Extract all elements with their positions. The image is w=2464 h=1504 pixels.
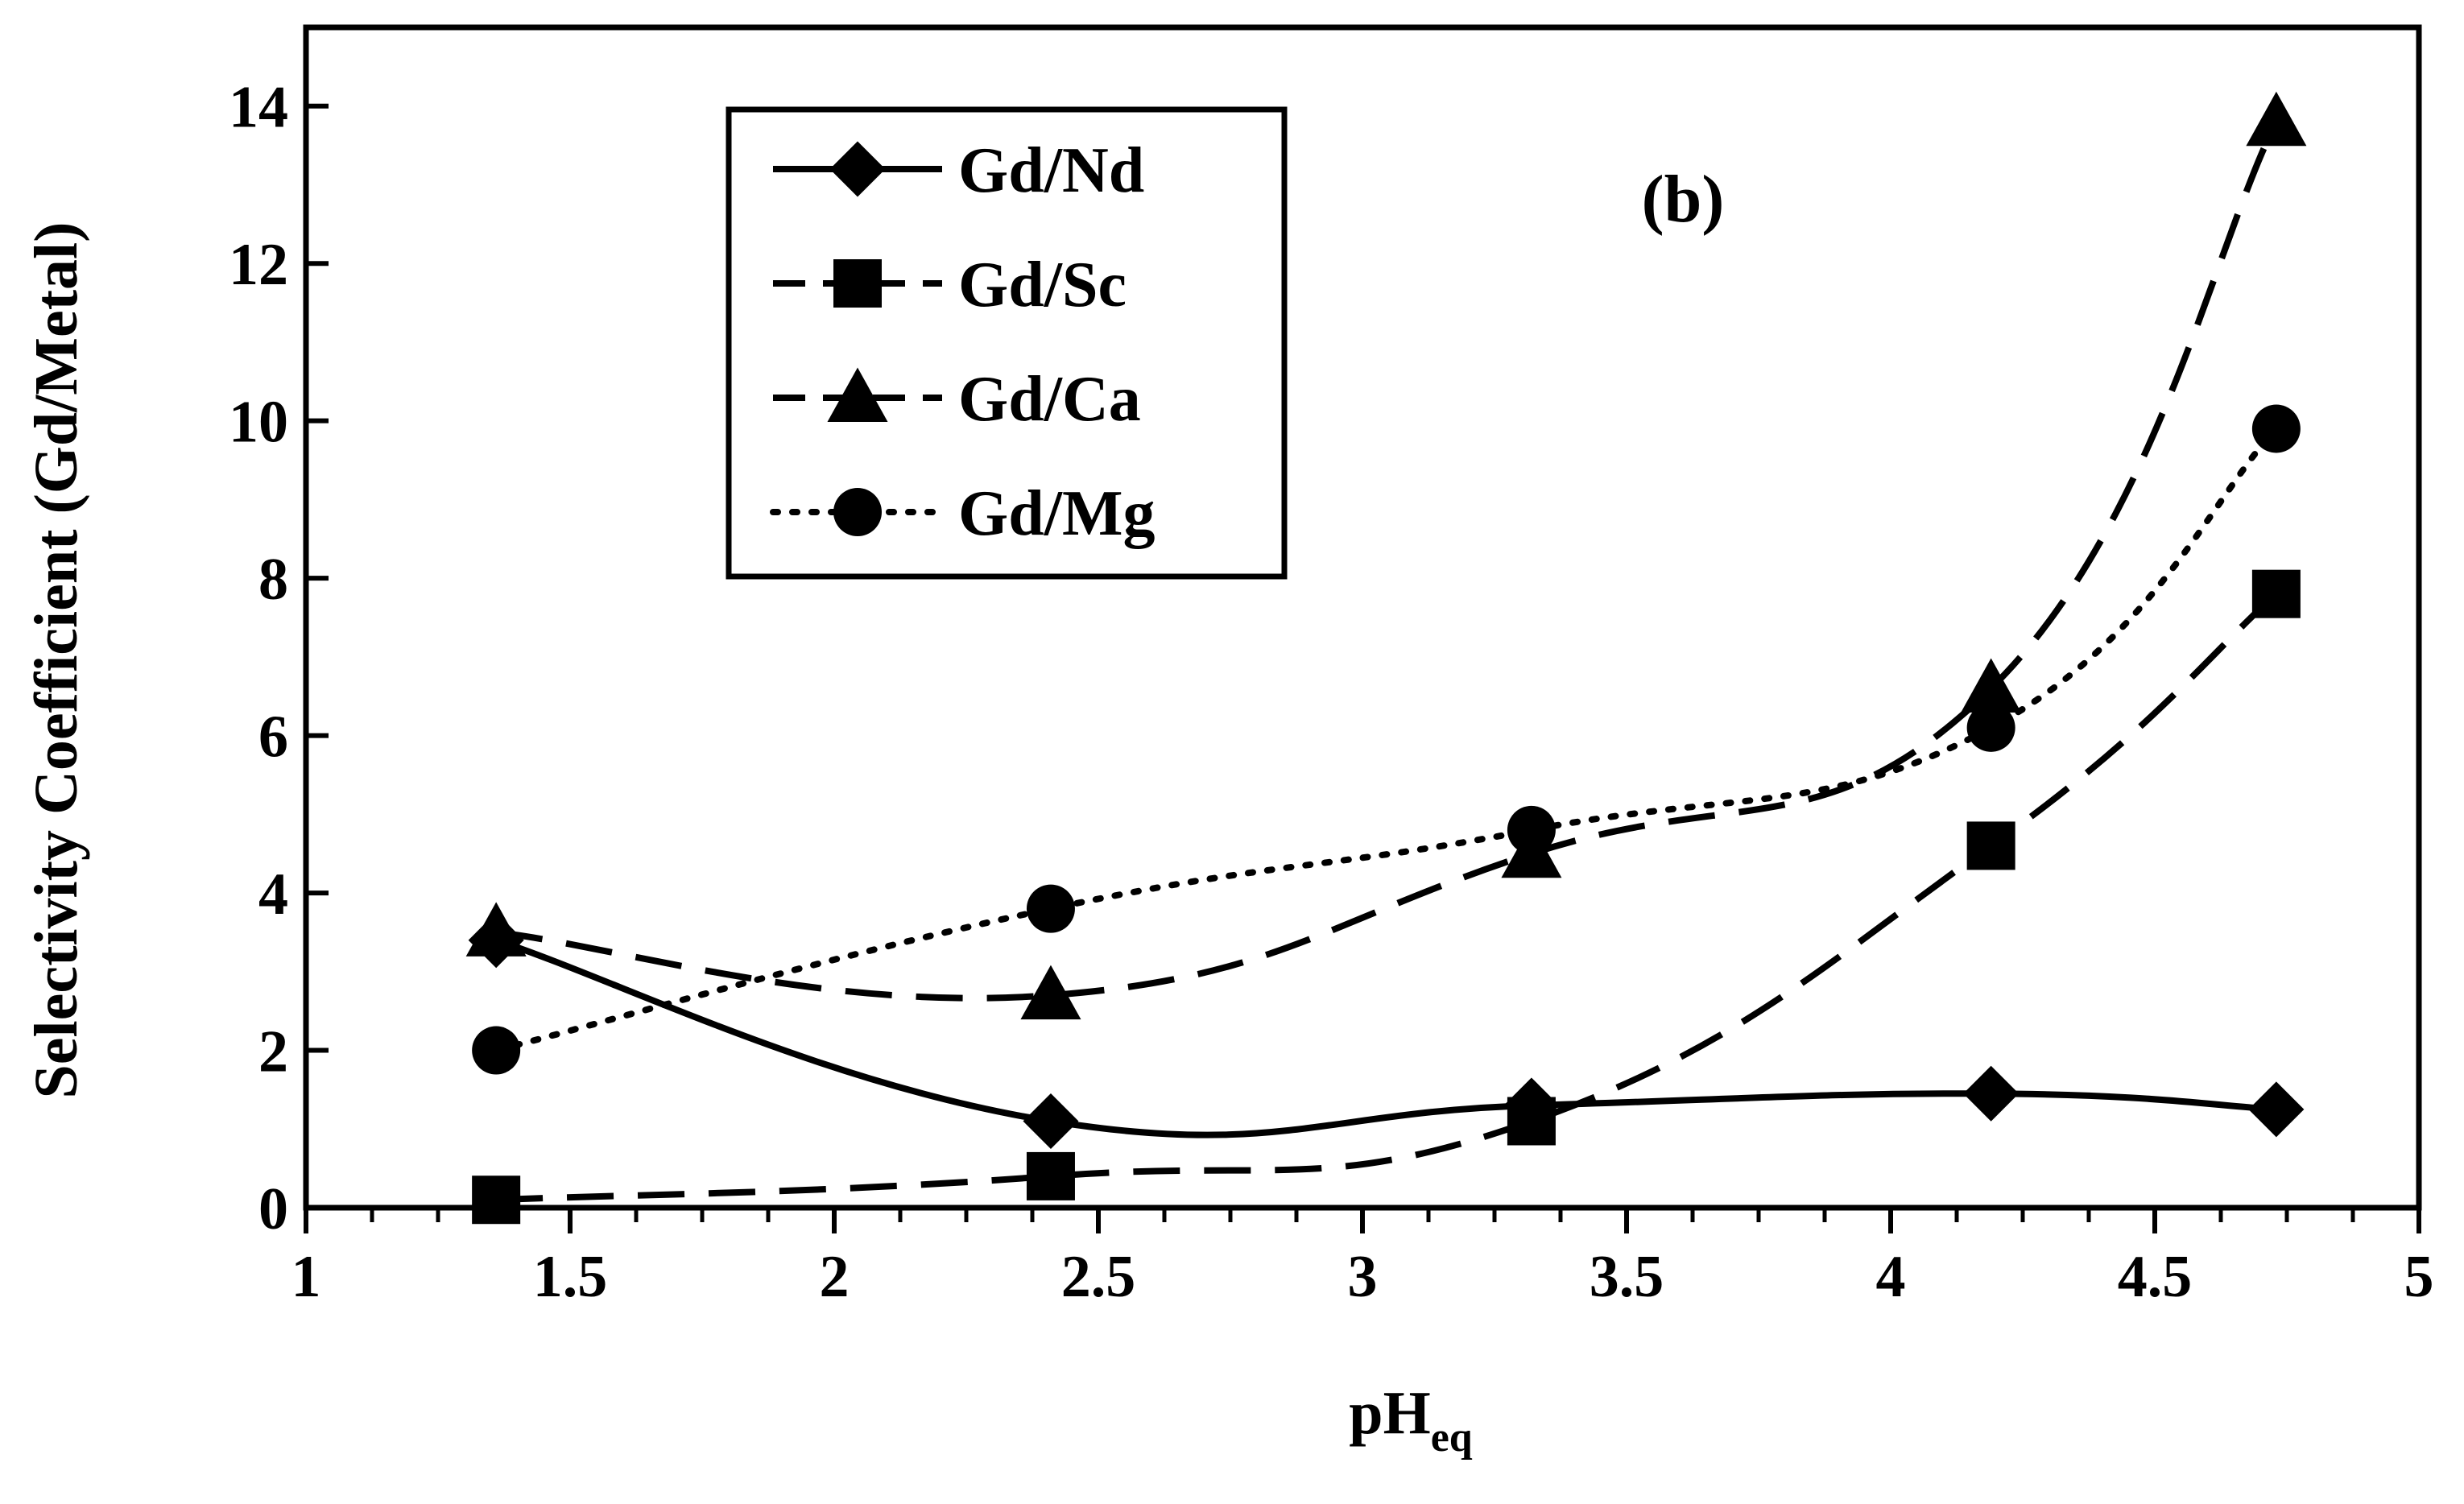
point-gd-mg [1026,884,1075,933]
y-tick-label: 0 [258,1176,288,1242]
x-axis-title-main: pH [1349,1379,1430,1447]
panel-label: (b) [1642,162,1725,237]
x-tick-label: 3 [1348,1244,1378,1310]
point-gd-nd [1963,1065,2020,1122]
x-tick-label: 2.5 [1061,1244,1136,1310]
x-axis-title: pHeq [1349,1379,1472,1461]
point-gd-mg [1966,703,2015,752]
plot-frame [303,24,2422,1211]
series-line-gd-sc [495,591,2279,1204]
point-gd-mg [472,1026,521,1075]
legend-label-gd-ca: Gd/Ca [958,364,1141,435]
legend-label-gd-mg: Gd/Mg [958,478,1155,549]
x-tick-label: 1 [291,1244,321,1310]
x-tick-label: 2 [820,1244,850,1310]
x-tick-label: 1.5 [533,1244,608,1310]
y-tick-label: 12 [229,232,288,298]
point-gd-ca [1020,965,1081,1020]
y-axis-title: Selectivity Coefficient (Gd/Metal) [23,222,90,1099]
legend-label-gd-nd: Gd/Nd [958,135,1144,206]
x-axis-title-subscript: eq [1431,1415,1473,1461]
y-tick-label: 14 [229,75,288,141]
y-tick-label: 8 [258,547,288,613]
legend-label-gd-sc: Gd/Sc [958,250,1127,320]
point-gd-sc [1507,1097,1556,1146]
x-axis: 1 1.5 2 2.5 3 3.5 4 4.5 5 [291,1208,2434,1310]
point-gd-sc [472,1176,521,1225]
point-gd-ca [465,902,527,957]
series-markers [465,91,2307,1225]
point-gd-nd [2248,1081,2305,1138]
point-gd-sc [1966,821,2015,870]
legend: Gd/Nd Gd/Sc Gd/Ca Gd/Mg [726,106,1288,580]
y-tick-label: 2 [258,1019,288,1085]
x-tick-label: 4 [1876,1244,1906,1310]
legend-entries: Gd/Nd Gd/Sc Gd/Ca Gd/Mg [770,135,1155,549]
y-tick-label: 4 [258,861,288,928]
point-gd-mg [2251,404,2301,453]
y-axis: 0 2 4 6 8 10 12 14 [229,75,329,1242]
legend-marker-gd-nd [829,141,886,197]
point-gd-nd [1023,1093,1079,1149]
legend-marker-gd-mg [833,488,882,536]
point-gd-mg [1507,805,1556,854]
point-gd-sc [2251,569,2301,618]
series-line-gd-nd [494,936,2277,1138]
point-gd-ca [2246,91,2307,147]
x-tick-label: 5 [2404,1244,2434,1310]
y-tick-label: 10 [229,390,288,456]
x-tick-label: 3.5 [1590,1244,1664,1310]
x-tick-label: 4.5 [2118,1244,2193,1310]
y-tick-label: 6 [258,704,288,771]
legend-box [726,106,1288,580]
legend-marker-gd-sc [833,259,882,308]
point-gd-ca [1961,658,2022,713]
legend-marker-gd-ca [827,367,888,422]
point-gd-sc [1026,1151,1075,1200]
